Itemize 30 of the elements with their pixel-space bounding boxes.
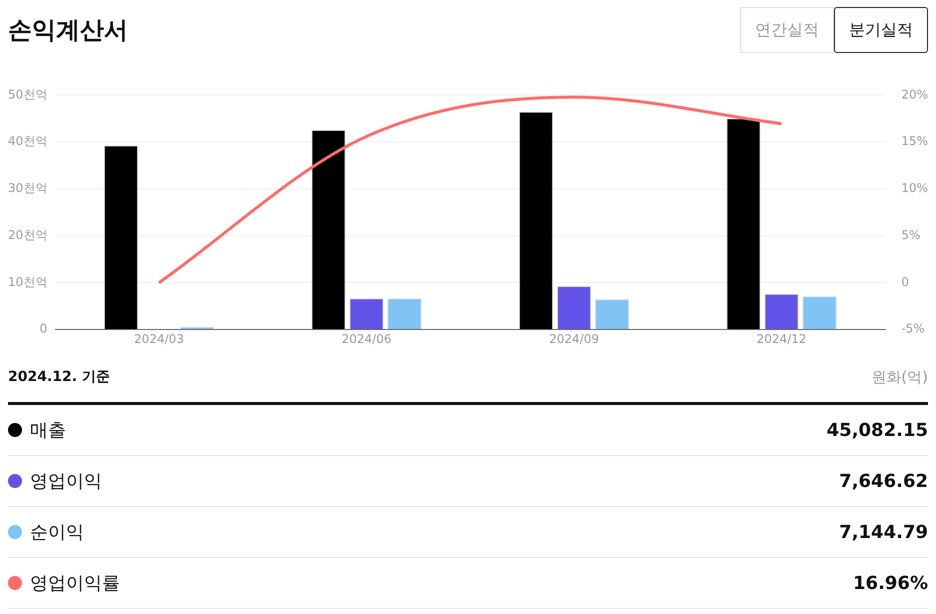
y2-tick-label: -5% [901, 322, 925, 336]
y2-tick-label: 10% [901, 181, 928, 196]
x-tick-label: 2024/06 [342, 332, 392, 346]
text: 7,646.62 [839, 470, 928, 492]
legend-label: 영업이익 [30, 470, 102, 493]
y-tick-label: 0 [40, 322, 48, 336]
y-tick-label: 30천억 [8, 181, 48, 196]
x-tick-label: 2024/03 [134, 332, 184, 346]
toggle-button: 분기실적 [834, 7, 928, 53]
text: 45,082.15 [826, 420, 928, 440]
chart-title: 손익계산서 [8, 15, 128, 46]
x-tick-label: 2024/09 [549, 332, 599, 346]
text: 16.96% [853, 572, 928, 594]
y2-tick-label: 20% [901, 87, 928, 102]
y-tick-label: 50천억 [8, 87, 48, 102]
x-tick-label: 2024/12 [756, 332, 806, 346]
text: 2024.12. 기준 [8, 368, 110, 387]
toggle-button: 연간실적 [740, 7, 834, 53]
legend-label: 영업이익률 [30, 572, 120, 595]
y2-tick-label: 5% [901, 228, 920, 242]
text: 7,144.79 [839, 522, 928, 542]
legend-label: 매출 [30, 419, 66, 442]
y-tick-label: 10천억 [8, 274, 48, 289]
y2-tick-label: 15% [901, 134, 928, 148]
y-tick-label: 40천억 [8, 134, 48, 148]
text: 원화(억) [871, 368, 928, 388]
y-tick-label: 20천억 [8, 228, 48, 242]
line-series [158, 96, 784, 284]
y2-tick-label: 0 [901, 274, 909, 289]
legend-label: 순이익 [30, 521, 84, 544]
